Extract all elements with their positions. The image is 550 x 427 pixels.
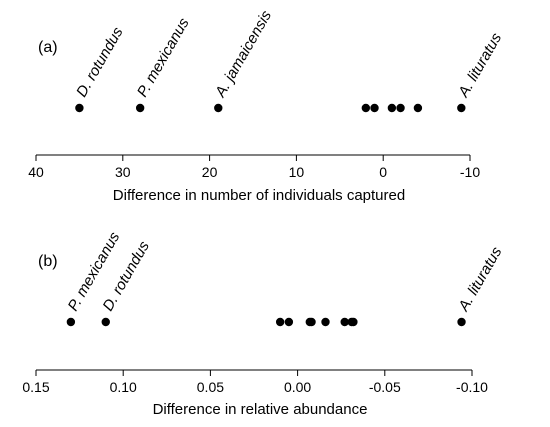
point-label: D. rotundus [73, 24, 127, 100]
x-tick-label: 20 [202, 164, 218, 180]
data-point [413, 103, 423, 113]
data-point [284, 317, 294, 327]
data-point [340, 317, 349, 327]
x-tick-label: 30 [115, 164, 131, 180]
x-axis-title: Difference in relative abundance [153, 401, 368, 418]
x-axis-title: Difference in number of individuals capt… [113, 187, 405, 204]
point-label: A. lituratus [455, 244, 506, 315]
panel-b: (b) 0.15 0.10 0.05 0.00 -0.05 -0.10 Difference … [22, 229, 505, 418]
data-point [349, 317, 358, 327]
point-label: P. mexicanus [134, 15, 193, 100]
data-point [457, 103, 466, 113]
x-tick-label: 0 [379, 164, 387, 180]
data-point [370, 103, 379, 113]
data-point [307, 317, 316, 327]
data-point [275, 317, 285, 327]
data-point [75, 103, 84, 113]
point-label: A. lituratus [455, 30, 506, 101]
panel-a: (a) 40 30 20 10 0 -10 Difference in number of i… [28, 7, 505, 204]
data-point [387, 103, 397, 113]
panel-label: (b) [38, 253, 58, 270]
x-tick-label: 0.00 [284, 379, 311, 395]
x-tick-label: 40 [28, 164, 44, 180]
data-point [396, 103, 405, 113]
data-point [321, 317, 330, 327]
x-tick-label: 10 [289, 164, 305, 180]
data-point [101, 317, 110, 327]
panel-label: (a) [38, 39, 58, 56]
x-tick-label: -10 [460, 164, 480, 180]
x-tick-label: -0.10 [456, 379, 488, 395]
point-label: A. jamaicensis [212, 7, 276, 101]
x-tick-label: 0.10 [110, 379, 137, 395]
data-point [214, 103, 223, 113]
data-point [361, 103, 371, 113]
x-tick-label: 0.15 [22, 379, 49, 395]
data-point [135, 103, 145, 113]
data-point [457, 317, 466, 327]
x-tick-label: -0.05 [369, 379, 401, 395]
data-point [66, 317, 76, 327]
x-tick-label: 0.05 [197, 379, 224, 395]
